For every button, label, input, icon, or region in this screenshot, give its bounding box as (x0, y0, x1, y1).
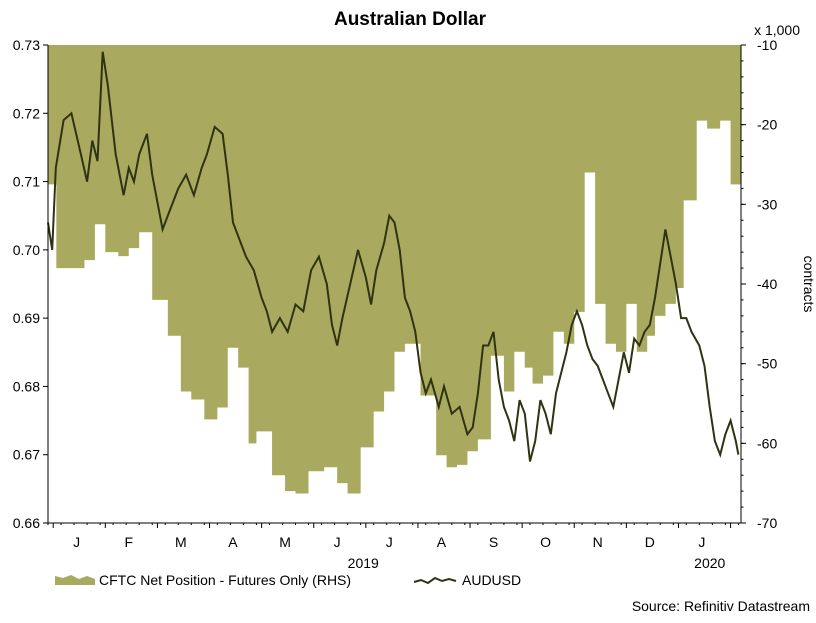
left-tick-label: 0.71 (13, 174, 40, 190)
month-label: J (334, 534, 341, 550)
right-tick-label: -50 (757, 356, 777, 372)
month-label: S (489, 534, 498, 550)
right-tick-label: -70 (757, 515, 777, 531)
right-tick-label: -30 (757, 196, 777, 212)
month-label: M (175, 534, 187, 550)
legend-area-label: CFTC Net Position - Futures Only (RHS) (99, 572, 351, 588)
cftc-area-series (48, 45, 741, 494)
left-tick-label: 0.66 (13, 515, 40, 531)
right-tick-label: -60 (757, 435, 777, 451)
legend-line-label: AUDUSD (462, 572, 521, 588)
audusd-line-series (47, 51, 740, 462)
month-label: A (437, 534, 447, 550)
month-label: F (124, 534, 133, 550)
left-tick-label: 0.67 (13, 447, 40, 463)
right-y-ticks: -70 -60 -50 -40 -30 -20 -10 (741, 37, 777, 531)
year-label: 2019 (348, 555, 379, 571)
year-label: 2020 (694, 555, 725, 571)
y2-multiplier: x 1,000 (754, 22, 800, 38)
axes: 0.660.670.680.690.700.710.720.73 -70-60-… (13, 37, 778, 571)
plot-area (47, 45, 741, 494)
month-label: M (279, 534, 291, 550)
x-ticks: J F M A M J J A S O N D J 2019 2020 (47, 523, 739, 571)
left-tick-label: 0.70 (13, 242, 40, 258)
left-tick-label: 0.68 (13, 378, 40, 394)
y2-axis-label: contracts (801, 256, 816, 313)
left-y-ticks: 0.66 0.67 0.68 0.69 0.70 0.71 0.72 0.73 (13, 37, 48, 531)
month-label: N (593, 534, 603, 550)
month-label: A (228, 534, 238, 550)
month-label: J (73, 534, 80, 550)
month-label: O (540, 534, 551, 550)
left-tick-label: 0.69 (13, 310, 40, 326)
legend-line-swatch (413, 576, 457, 585)
month-label: J (698, 534, 705, 550)
right-tick-label: -20 (757, 117, 777, 133)
left-tick-label: 0.73 (13, 37, 40, 53)
legend-area-swatch (55, 575, 95, 585)
left-tick-label: 0.72 (13, 105, 40, 121)
chart-title: Australian Dollar (334, 9, 487, 30)
legend: CFTC Net Position - Futures Only (RHS) A… (55, 572, 521, 588)
month-label: D (645, 534, 655, 550)
right-tick-label: -40 (757, 276, 777, 292)
right-tick-label: -10 (757, 37, 777, 53)
source-note: Source: Refinitiv Datastream (632, 598, 810, 614)
month-label: J (386, 534, 393, 550)
